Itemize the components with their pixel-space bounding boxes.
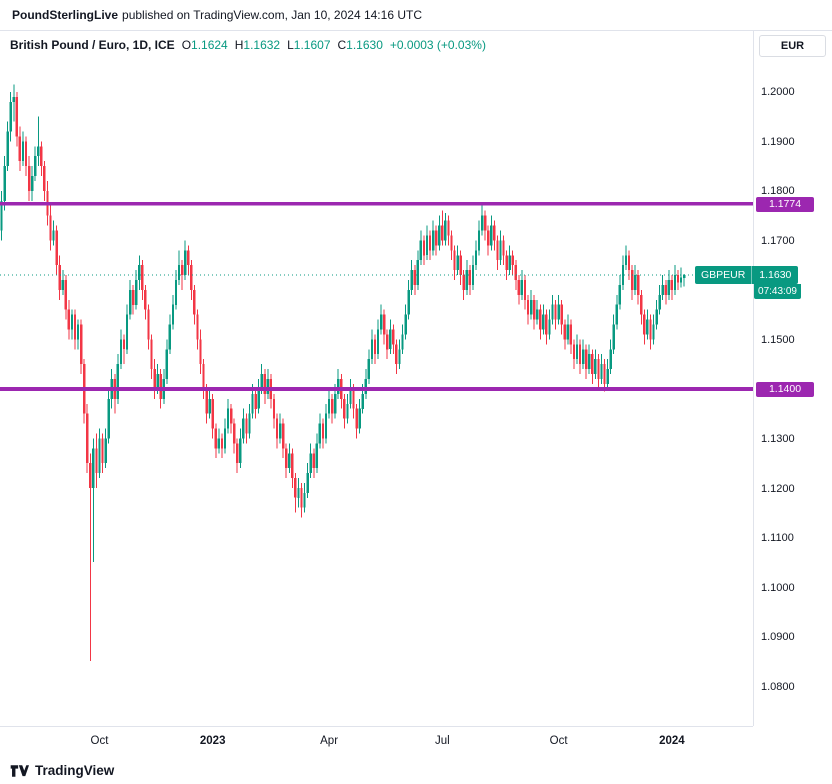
high-value: 1.1632: [243, 38, 281, 52]
price-tick: 1.1200: [761, 482, 795, 495]
price-axis[interactable]: EUR 1.20001.19001.18001.17001.16001.1500…: [753, 31, 832, 726]
symbol-legend: British Pound / Euro, 1D, ICE O1.1624 H1…: [10, 38, 486, 52]
price-tick: 1.1800: [761, 185, 795, 198]
price-tick: 1.1900: [761, 135, 795, 148]
current-price-flag: GBPEUR 1.1630: [695, 266, 799, 285]
bar-countdown: 07:43:09: [754, 284, 801, 300]
footer: TradingView: [0, 756, 832, 784]
level-price-label: 1.1400: [756, 381, 814, 397]
price-tick: 1.1500: [761, 333, 795, 346]
price-flag-symbol: GBPEUR: [695, 266, 752, 285]
tradingview-wordmark[interactable]: TradingView: [35, 762, 115, 778]
chart-main-area: British Pound / Euro, 1D, ICE O1.1624 H1…: [0, 30, 832, 726]
chart-pane[interactable]: British Pound / Euro, 1D, ICE O1.1624 H1…: [0, 31, 753, 726]
time-axis[interactable]: Oct 2023 Apr Jul Oct 2024: [0, 726, 753, 756]
price-tick: 1.0800: [761, 680, 795, 693]
time-tick: 2024: [659, 735, 685, 747]
time-tick: 2023: [199, 735, 226, 747]
ohlc-low: L1.1607: [287, 38, 330, 52]
close-label: C: [337, 38, 347, 52]
tradingview-logo-icon[interactable]: [10, 763, 29, 777]
ohlc-high: H1.1632: [235, 38, 280, 52]
price-flag-value: 1.1630: [751, 266, 799, 285]
open-value: 1.1624: [191, 38, 228, 52]
price-tick: 1.1300: [761, 432, 795, 445]
ohlc-close: C1.1630: [338, 38, 383, 52]
currency-label: EUR: [780, 40, 805, 52]
price-tick: 1.1100: [761, 532, 794, 545]
close-value: 1.1630: [346, 38, 383, 52]
change-value: +0.0003 (+0.03%): [389, 38, 486, 52]
price-tick: 1.1000: [761, 581, 795, 594]
low-label: L: [287, 38, 294, 52]
low-value: 1.1607: [293, 38, 331, 52]
time-tick: Apr: [320, 735, 339, 747]
publisher-name: PoundSterlingLive: [12, 8, 119, 22]
price-tick: 1.0900: [761, 631, 795, 644]
time-tick: Oct: [549, 735, 568, 747]
time-tick: Jul: [434, 735, 450, 747]
level-price-label: 1.1774: [756, 196, 814, 212]
publish-info: published on TradingView.com, Jan 10, 20…: [122, 8, 422, 22]
ohlc-open: O1.1624: [182, 38, 228, 52]
candles-svg[interactable]: [0, 31, 753, 726]
top-banner: PoundSterlingLive published on TradingVi…: [0, 0, 832, 30]
price-tick: 1.2000: [761, 85, 795, 98]
symbol-title: British Pound / Euro, 1D, ICE: [10, 38, 175, 52]
currency-box: EUR: [759, 35, 826, 57]
time-tick: Oct: [90, 735, 109, 747]
price-tick: 1.1700: [761, 234, 795, 247]
open-label: O: [181, 38, 192, 52]
high-label: H: [234, 38, 244, 52]
